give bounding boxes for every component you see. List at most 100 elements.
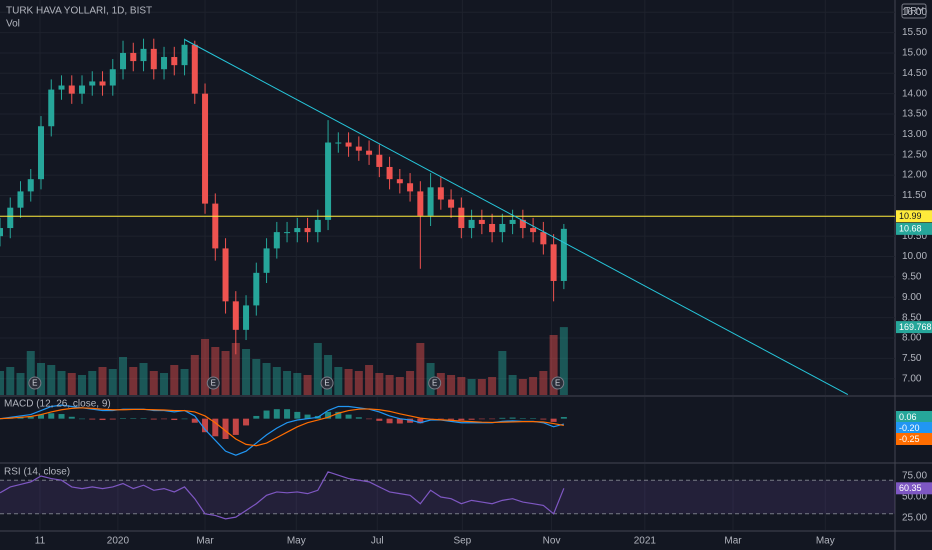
volume-bar <box>324 355 333 395</box>
y-tick-label: 10.50 <box>902 231 927 242</box>
macd-tag-bg <box>896 422 932 434</box>
candle-body <box>478 219 485 224</box>
volume-bar <box>416 343 425 395</box>
volume-bar <box>16 373 25 395</box>
candle-body <box>499 223 506 233</box>
macd-histogram-bar <box>458 418 465 421</box>
volume-bar <box>447 375 456 395</box>
candle-body <box>325 142 332 220</box>
volume-bar <box>354 371 363 395</box>
volume-bar <box>344 369 353 395</box>
candle-body <box>468 219 475 229</box>
macd-histogram-bar <box>509 417 516 419</box>
volume-bar <box>272 367 281 395</box>
hline-tag: 10.99 <box>899 211 922 221</box>
volume-bar <box>252 359 261 395</box>
candle-body <box>7 207 14 229</box>
volume-bar <box>457 377 466 395</box>
candle-body <box>376 154 383 167</box>
volume-bar <box>221 351 230 395</box>
y-tick-label: 13.00 <box>902 129 927 140</box>
volume-bar <box>303 375 312 395</box>
candle-body <box>0 228 3 237</box>
y-tick-label: 9.50 <box>902 272 922 283</box>
currency[interactable]: TRY <box>904 6 924 17</box>
volume-bar <box>293 373 302 395</box>
candle-body <box>273 232 280 249</box>
volume-bar <box>467 379 476 395</box>
candle-body <box>130 52 137 62</box>
marks <box>0 38 895 520</box>
candle-body <box>427 187 434 216</box>
candle-body <box>304 228 311 233</box>
event-label: E <box>432 379 437 388</box>
grid <box>0 0 895 530</box>
event-marker <box>428 376 442 390</box>
candle-body <box>407 183 414 192</box>
volume-bar <box>508 375 517 395</box>
event-label: E <box>211 379 216 388</box>
y-tick-label: 14.50 <box>902 68 927 79</box>
macd-histogram-bar <box>150 418 157 420</box>
candle-body <box>171 57 178 66</box>
hline-tag-bg <box>896 210 932 223</box>
macd-histogram-bar <box>243 418 250 426</box>
macd-histogram-bar <box>120 418 127 419</box>
volume-bar <box>334 367 343 395</box>
macd-histogram-bar <box>519 418 526 419</box>
candle-body <box>540 232 547 245</box>
volume-bar <box>242 349 251 395</box>
candle-body <box>150 48 157 70</box>
candle-body <box>417 191 424 216</box>
macd-tag: 0.06 <box>899 412 917 422</box>
macd-histogram-bar <box>99 418 106 421</box>
candle-body <box>140 48 147 62</box>
macd-histogram-bar <box>376 418 383 421</box>
rsi-tag: 60.35 <box>899 483 922 493</box>
event-label: E <box>32 379 37 388</box>
y-tick-label: 15.00 <box>902 48 927 59</box>
candle-body <box>355 146 362 151</box>
volume-bar <box>539 371 548 395</box>
candle-body <box>58 85 65 90</box>
last-price-tag: 10.68 <box>899 224 922 234</box>
candle-body <box>489 223 496 233</box>
x-tick-label: Sep <box>453 536 471 547</box>
volume-bar <box>170 365 179 395</box>
volume-bar <box>160 373 169 395</box>
x-tick-label: Nov <box>543 536 561 547</box>
macd-histogram-bar <box>540 418 547 420</box>
candle-body <box>68 85 75 94</box>
volume-bar <box>108 369 117 395</box>
macd-histogram-bar <box>325 411 332 419</box>
volume-bar <box>6 367 15 395</box>
y-tick-label: 7.00 <box>902 373 922 384</box>
candle-body <box>99 81 106 86</box>
macd-histogram-bar <box>38 414 45 419</box>
macd-histogram-bar <box>355 417 362 419</box>
volume-bar <box>0 371 4 395</box>
macd-histogram-bar <box>284 409 291 419</box>
candle-body <box>263 248 270 273</box>
volume-bar <box>365 365 374 395</box>
candle-body <box>120 52 127 70</box>
rsi-tick-label: 25.00 <box>902 513 927 524</box>
macd-histogram-bar <box>191 418 198 423</box>
volume-bar <box>559 327 568 395</box>
candle-body <box>448 199 455 208</box>
candle-body <box>243 305 250 330</box>
rsi-tag-bg <box>896 482 932 495</box>
x-tick-label: 11 <box>35 536 46 547</box>
candle-body <box>202 93 209 204</box>
volume-bar <box>67 373 76 395</box>
currency-box[interactable] <box>901 3 927 19</box>
macd-histogram-bar <box>79 418 86 420</box>
x-tick-label: 2021 <box>634 536 657 547</box>
x-tick-label: Jul <box>371 536 384 547</box>
chart-title: TURK HAVA YOLLARI, 1D, BIST <box>6 6 152 17</box>
macd-histogram-bar <box>530 418 537 419</box>
volume-bar <box>180 369 189 395</box>
y-tick-label: 12.00 <box>902 170 927 181</box>
candle-body <box>161 57 168 70</box>
volume-bar <box>262 363 271 395</box>
